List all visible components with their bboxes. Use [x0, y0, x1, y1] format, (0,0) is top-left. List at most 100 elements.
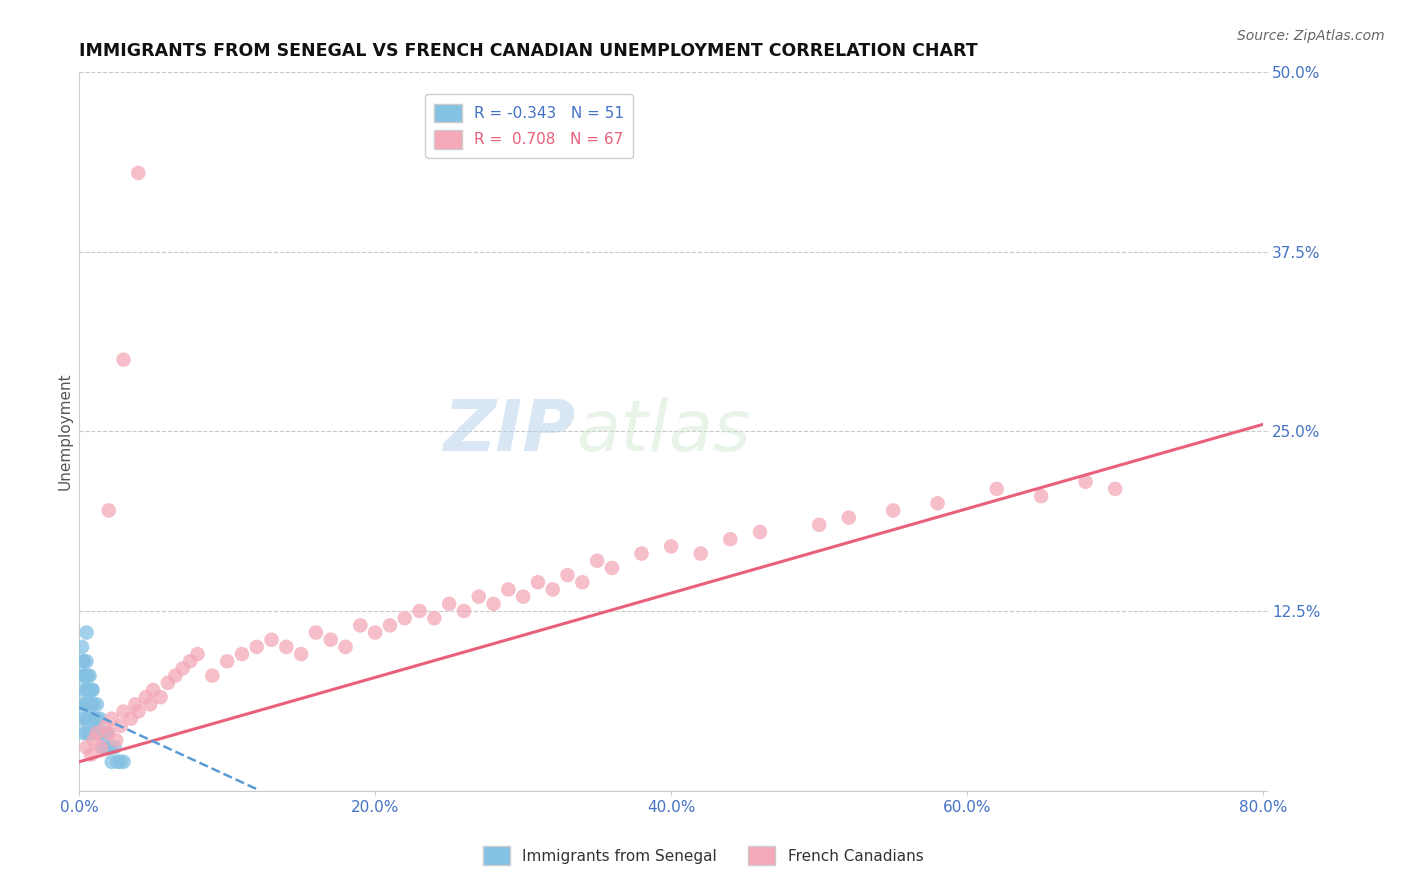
Point: [70, 712, 93, 726]
Point: [80, 747, 103, 762]
Point: [83, 712, 105, 726]
Point: [79, 726, 101, 740]
Point: [749, 524, 772, 539]
Point: [76, 625, 98, 640]
Point: [124, 698, 146, 712]
Point: [97, 726, 120, 740]
Point: [89, 712, 111, 726]
Point: [94, 740, 117, 755]
Point: [290, 647, 312, 661]
Point: [838, 510, 860, 524]
Point: [73, 668, 96, 682]
Point: [437, 597, 460, 611]
Point: [1031, 489, 1053, 503]
Point: [527, 575, 550, 590]
Point: [72, 654, 94, 668]
Point: [107, 755, 129, 769]
Point: [276, 640, 298, 654]
Point: [179, 654, 201, 668]
Point: [319, 632, 342, 647]
Point: [112, 352, 135, 367]
Point: [100, 755, 122, 769]
Point: [364, 625, 387, 640]
Point: [79, 683, 101, 698]
Point: [83, 733, 105, 747]
Point: [100, 712, 122, 726]
Point: [73, 698, 96, 712]
Point: [927, 496, 949, 510]
Point: [1074, 475, 1097, 489]
Point: [201, 668, 224, 682]
Point: [394, 611, 416, 625]
Point: [69, 698, 91, 712]
Point: [82, 683, 104, 698]
Point: [76, 740, 98, 755]
Point: [110, 719, 132, 733]
Y-axis label: Unemployment: Unemployment: [58, 373, 72, 491]
Text: ZIP: ZIP: [444, 397, 576, 466]
Point: [541, 582, 564, 597]
Point: [408, 604, 430, 618]
Point: [335, 640, 357, 654]
Point: [79, 668, 101, 682]
Point: [76, 726, 98, 740]
Point: [112, 705, 135, 719]
Point: [80, 698, 103, 712]
Legend: R = -0.343   N = 51, R =  0.708   N = 67: R = -0.343 N = 51, R = 0.708 N = 67: [425, 95, 633, 158]
Point: [104, 740, 127, 755]
Point: [80, 698, 103, 712]
Point: [423, 611, 446, 625]
Point: [630, 547, 652, 561]
Point: [76, 683, 98, 698]
Point: [83, 712, 105, 726]
Point: [77, 683, 100, 698]
Point: [72, 683, 94, 698]
Point: [82, 726, 104, 740]
Point: [453, 604, 475, 618]
Point: [156, 675, 179, 690]
Text: IMMIGRANTS FROM SENEGAL VS FRENCH CANADIAN UNEMPLOYMENT CORRELATION CHART: IMMIGRANTS FROM SENEGAL VS FRENCH CANADI…: [79, 42, 977, 60]
Point: [186, 647, 208, 661]
Point: [149, 690, 172, 705]
Point: [808, 517, 831, 532]
Point: [659, 540, 682, 554]
Point: [142, 683, 165, 698]
Point: [120, 712, 142, 726]
Point: [217, 654, 239, 668]
Legend: Immigrants from Senegal, French Canadians: Immigrants from Senegal, French Canadian…: [477, 840, 929, 871]
Point: [86, 698, 108, 712]
Point: [557, 568, 579, 582]
Point: [246, 640, 269, 654]
Point: [96, 726, 118, 740]
Point: [87, 726, 110, 740]
Point: [90, 740, 112, 755]
Point: [70, 640, 93, 654]
Point: [90, 726, 112, 740]
Point: [94, 719, 117, 733]
Point: [97, 503, 120, 517]
Point: [77, 698, 100, 712]
Point: [172, 661, 194, 675]
Point: [882, 503, 904, 517]
Point: [82, 683, 104, 698]
Point: [80, 712, 103, 726]
Point: [76, 698, 98, 712]
Point: [73, 668, 96, 682]
Point: [83, 698, 105, 712]
Point: [98, 740, 121, 755]
Point: [512, 590, 534, 604]
Point: [76, 654, 98, 668]
Point: [600, 561, 623, 575]
Point: [73, 712, 96, 726]
Text: Source: ZipAtlas.com: Source: ZipAtlas.com: [1237, 29, 1385, 44]
Point: [135, 690, 157, 705]
Point: [139, 698, 162, 712]
Point: [112, 755, 135, 769]
Point: [571, 575, 593, 590]
Point: [498, 582, 520, 597]
Point: [1104, 482, 1126, 496]
Point: [260, 632, 283, 647]
Point: [79, 698, 101, 712]
Point: [86, 712, 108, 726]
Point: [110, 755, 132, 769]
